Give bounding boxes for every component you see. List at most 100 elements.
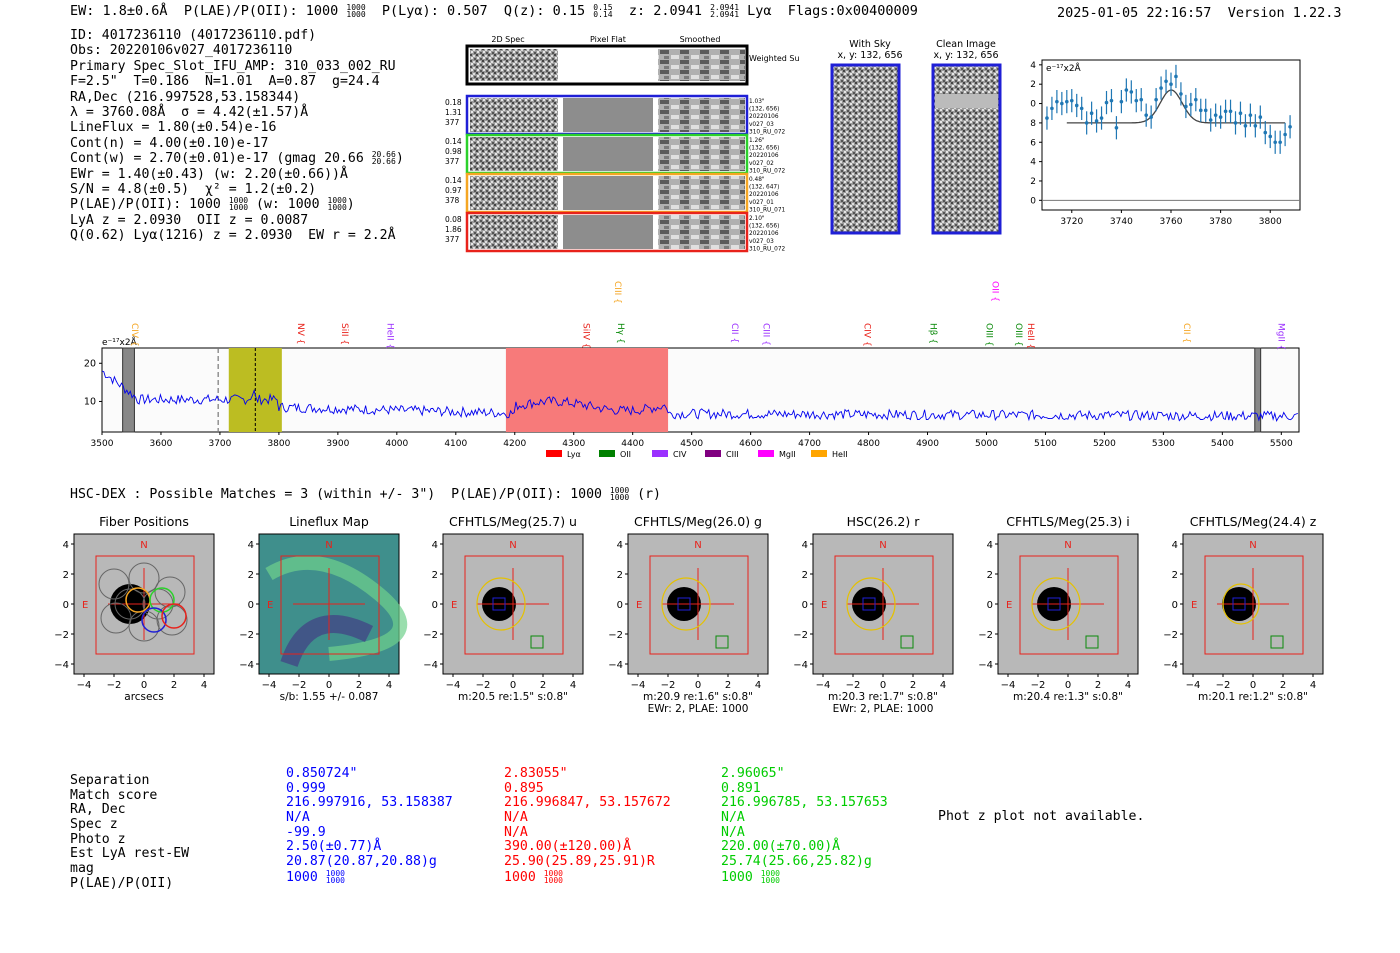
match-value: 20.87(20.87,20.88)g [286, 854, 437, 870]
info-primary: Primary Spec_Slot_IFU_AMP: 310_033_002_R… [70, 58, 396, 74]
col-pixel-flat: Pixel Flat [590, 35, 626, 44]
match-marker-blue [677, 597, 691, 611]
cutout-row-stat: 378 [445, 196, 460, 205]
fit-ytick-label: 14 [1030, 61, 1036, 71]
clean-masked-band [935, 94, 998, 108]
thumbnail-caption-2: EWr: 2, PLAE: 1000 [648, 703, 749, 715]
thumb-ytick-label: 2 [1172, 570, 1178, 581]
fit-data-point [1144, 113, 1148, 117]
match-column-2: 2.83055" 0.895 216.996847, 53.157672 N/A N/A… [504, 766, 671, 884]
cutout-pixel-flat [563, 215, 653, 249]
cutout-row-meta: 0.48" [749, 177, 765, 183]
fit-data-point [1223, 109, 1228, 114]
cutout-row-meta: 1.03" [749, 99, 765, 105]
cutout-pixel-flat [563, 137, 653, 171]
match-marker-green [1270, 635, 1284, 649]
thumb-xtick-label: 4 [940, 680, 946, 691]
col-2d-spec: 2D Spec [491, 35, 524, 44]
fit-data-point [1079, 106, 1084, 111]
info-q: Q(0.62) Lyα(1216) z = 2.0930 EW r = 2.2Å [70, 228, 396, 244]
cutout-2d-spec [470, 176, 558, 210]
fiber-circle [114, 588, 146, 620]
thumb-ytick-label: 0 [248, 600, 254, 611]
clean-title: Clean Image [936, 39, 996, 50]
match-label: Separation [70, 773, 150, 788]
cutout-row-meta: v027_03 [749, 122, 774, 128]
cutout-row-stat: 0.98 [445, 147, 462, 156]
spectrum-xtick-label: 5100 [1034, 439, 1057, 449]
source-aperture [476, 577, 526, 631]
spectrum-line-marker: OIII { [1013, 323, 1023, 347]
fit-data-point [1084, 121, 1089, 125]
source-aperture [661, 577, 711, 631]
cutout-2d-spec [470, 215, 558, 249]
match-value: 0.891 [721, 780, 761, 796]
spectrum-line-marker: NV { [295, 323, 305, 344]
fit-data-point [1119, 99, 1124, 104]
search-box [464, 555, 564, 655]
thumb-ytick-label: −4 [793, 660, 808, 671]
match-value: 2.83055" [504, 766, 568, 781]
match-value: 2.50(±0.77)Å [286, 839, 382, 855]
north-label: N [509, 540, 516, 551]
fit-xtick-label: 3740 [1110, 217, 1133, 227]
spectrum-line-marker: OII { [989, 281, 999, 302]
cutout-row-meta: v027_02 [749, 161, 774, 167]
header-z: z: 2.0941 [628, 3, 702, 19]
cutout-smoothed [658, 215, 745, 249]
thumb-xtick-label: 2 [356, 680, 362, 691]
fit-ytick-label: 8 [1030, 119, 1036, 129]
spectrum-legend-swatch [811, 450, 827, 457]
weighted-2d [470, 49, 558, 81]
thumb-ytick-label: −4 [608, 660, 623, 671]
match-label: Spec z [70, 817, 118, 833]
thumb-xtick-label: 2 [1280, 680, 1286, 691]
header-qz-frac: 0.15 0.14 [593, 3, 613, 19]
match-labels: Separation Match score RA, Dec Spec z Photo … [70, 773, 189, 892]
fit-data-point [1238, 111, 1243, 116]
header-timestamp-version: 2025-01-05 22:16:57 Version 1.22.3 [1057, 5, 1342, 21]
fit-data-point [1154, 97, 1158, 102]
cutout-row-meta: 20220106 [749, 192, 779, 198]
match-value: 2.96065" [721, 766, 785, 781]
spectrum-ytick-label: 20 [84, 358, 96, 369]
thumbnail-caption: m:20.1 re:1.2" s:0.8" [1198, 691, 1308, 703]
fit-data-point [1268, 134, 1273, 139]
header-summary: EW: 1.8±0.6Å P(LAE)/P(OII): 1000 1000 100… [70, 3, 918, 19]
spectrum-line-marker: CIII { [612, 281, 622, 304]
fit-xtick-label: 3760 [1160, 217, 1183, 227]
cutout-row-meta: (132, 656) [749, 146, 779, 152]
withsky-xy: x, y: 132, 656 [837, 50, 902, 61]
match-marker-blue [1047, 597, 1061, 611]
cutout-2d-spec [470, 137, 558, 171]
spectrum-ylabel: e⁻¹⁷x2Å [102, 336, 138, 348]
spectrum-trace [101, 370, 1298, 423]
cutout-row-meta: 310_RU_072 [749, 129, 786, 135]
fit-data-point [1233, 121, 1238, 125]
cutout-pixel-flat [563, 176, 653, 210]
source-aperture [1031, 577, 1081, 631]
cutout-row-meta: v027_01 [749, 200, 774, 206]
fiber-circle [154, 576, 186, 608]
fit-data-point [1213, 113, 1218, 117]
fit-data-point [1124, 88, 1129, 92]
thumb-ytick-label: 0 [617, 600, 623, 611]
fit-data-point [1109, 98, 1114, 103]
fit-data-point [1253, 124, 1258, 128]
thumb-ytick-label: 0 [63, 600, 69, 611]
thumb-ytick-label: 0 [987, 600, 993, 611]
thumb-ytick-label: −4 [54, 660, 69, 671]
fit-data-point [1129, 90, 1134, 94]
fit-data-point [1089, 111, 1094, 116]
match-marker-green [900, 635, 914, 649]
cutout-row-meta: 20220106 [749, 153, 779, 159]
fit-ytick-label: 10 [1030, 100, 1036, 110]
match-value: N/A [721, 824, 745, 840]
match-value: 220.00(±70.00)Å [721, 839, 841, 855]
spectrum-xtick-label: 4000 [385, 439, 408, 449]
fit-data-point [1169, 82, 1173, 86]
east-label: E [267, 600, 273, 611]
fit-ytick-label: 4 [1030, 158, 1036, 168]
info-lineflux: LineFlux = 1.80(±0.54)e-16 [70, 120, 277, 136]
north-label: N [1249, 540, 1256, 551]
